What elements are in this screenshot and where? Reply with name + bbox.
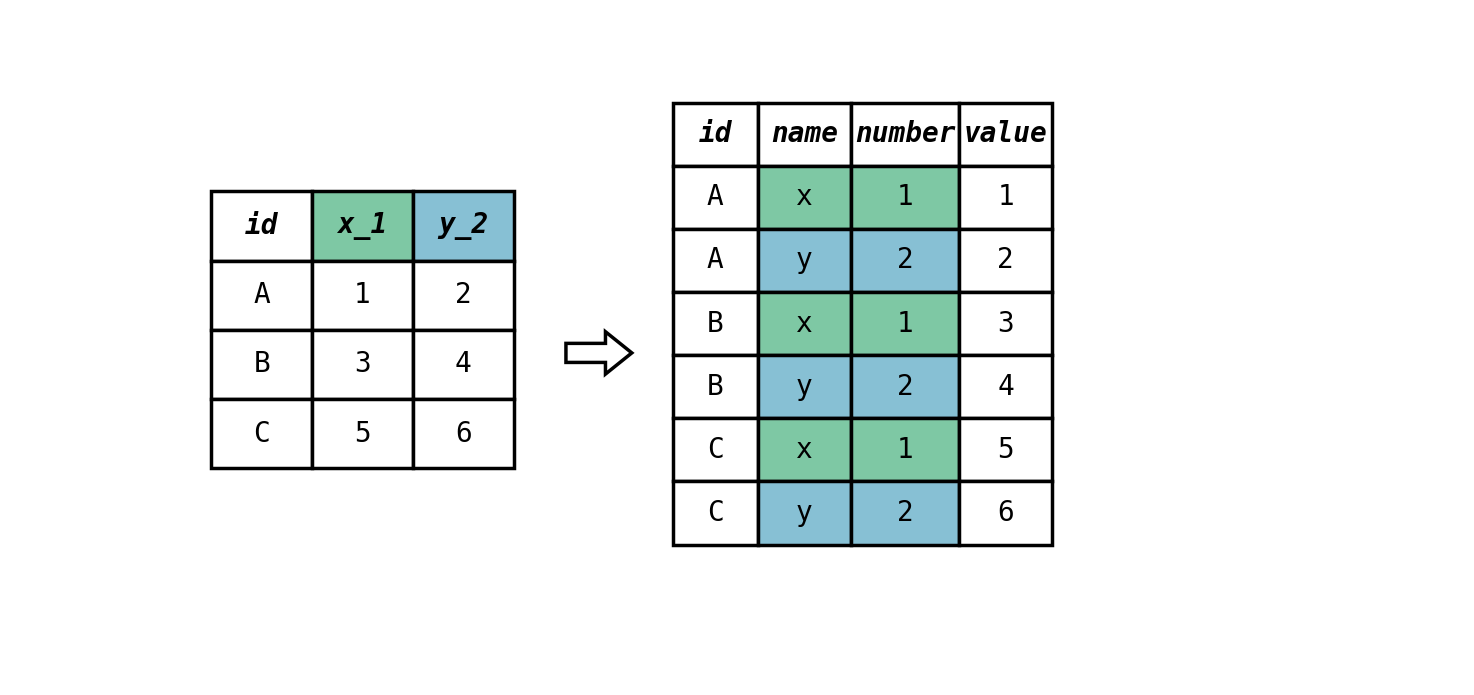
Text: 4: 4 xyxy=(998,373,1014,401)
Bar xyxy=(672,292,758,355)
Bar xyxy=(211,399,312,468)
Text: x: x xyxy=(796,436,812,464)
Bar xyxy=(960,229,1052,292)
Text: y_2: y_2 xyxy=(438,212,488,240)
Bar xyxy=(850,229,960,292)
Text: A: A xyxy=(706,247,724,275)
Bar xyxy=(312,399,413,468)
Text: 2: 2 xyxy=(896,499,914,527)
Text: x_1: x_1 xyxy=(338,212,388,240)
Bar xyxy=(850,355,960,418)
Text: 2: 2 xyxy=(896,247,914,275)
Text: y: y xyxy=(796,373,812,401)
Text: A: A xyxy=(706,183,724,211)
Bar xyxy=(758,103,850,166)
Text: x: x xyxy=(796,183,812,211)
Text: C: C xyxy=(706,499,724,527)
Bar xyxy=(850,418,960,482)
Bar xyxy=(960,166,1052,229)
Bar xyxy=(758,418,850,482)
Text: id: id xyxy=(245,212,279,240)
Text: 3: 3 xyxy=(354,350,371,379)
Text: 2: 2 xyxy=(455,281,472,309)
Bar xyxy=(211,261,312,330)
Bar xyxy=(850,292,960,355)
Text: A: A xyxy=(254,281,270,309)
Bar xyxy=(312,191,413,261)
Bar xyxy=(413,261,513,330)
Text: y: y xyxy=(796,247,812,275)
Bar xyxy=(211,191,312,261)
Text: name: name xyxy=(771,120,837,148)
Bar xyxy=(960,292,1052,355)
Bar xyxy=(960,103,1052,166)
Text: value: value xyxy=(964,120,1048,148)
Bar xyxy=(758,229,850,292)
Bar xyxy=(312,330,413,399)
Text: number: number xyxy=(855,120,955,148)
Bar xyxy=(672,103,758,166)
Text: 2: 2 xyxy=(998,247,1014,275)
Bar xyxy=(758,166,850,229)
Text: C: C xyxy=(254,420,270,448)
Bar xyxy=(672,418,758,482)
Bar xyxy=(850,166,960,229)
Text: 2: 2 xyxy=(896,373,914,401)
Bar xyxy=(758,355,850,418)
Text: 5: 5 xyxy=(998,436,1014,464)
Bar xyxy=(672,166,758,229)
Bar xyxy=(413,399,513,468)
Bar xyxy=(850,103,960,166)
Bar xyxy=(211,330,312,399)
Text: B: B xyxy=(706,373,724,401)
Text: 3: 3 xyxy=(998,310,1014,338)
Bar xyxy=(960,418,1052,482)
Text: 6: 6 xyxy=(998,499,1014,527)
Text: B: B xyxy=(254,350,270,379)
Bar xyxy=(672,482,758,545)
Bar xyxy=(960,482,1052,545)
Text: B: B xyxy=(706,310,724,338)
Bar xyxy=(672,355,758,418)
Bar xyxy=(312,261,413,330)
Text: 1: 1 xyxy=(896,183,914,211)
Bar xyxy=(413,330,513,399)
Bar xyxy=(960,355,1052,418)
Bar xyxy=(758,292,850,355)
Text: 4: 4 xyxy=(455,350,472,379)
Text: id: id xyxy=(699,120,733,148)
Text: 1: 1 xyxy=(896,436,914,464)
Bar xyxy=(758,482,850,545)
Bar xyxy=(413,191,513,261)
Polygon shape xyxy=(566,332,632,374)
Text: C: C xyxy=(706,436,724,464)
Bar xyxy=(850,482,960,545)
Text: 1: 1 xyxy=(896,310,914,338)
Text: 5: 5 xyxy=(354,420,371,448)
Text: 1: 1 xyxy=(998,183,1014,211)
Text: x: x xyxy=(796,310,812,338)
Text: y: y xyxy=(796,499,812,527)
Bar xyxy=(672,229,758,292)
Text: 6: 6 xyxy=(455,420,472,448)
Text: 1: 1 xyxy=(354,281,371,309)
